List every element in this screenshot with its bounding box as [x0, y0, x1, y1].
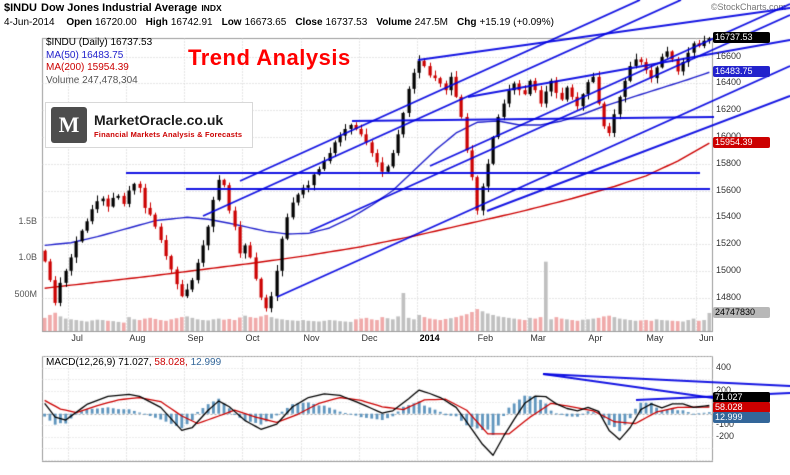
price-axis-tick: 15600	[716, 184, 742, 195]
macd-axis-tick: -200	[716, 430, 735, 441]
quote-field-value: +15.19 (+0.09%)	[479, 17, 554, 28]
month-axis-label: Jun	[699, 333, 714, 343]
legend-ma50: MA(50) 16483.75	[46, 49, 124, 61]
quote-date: 4-Jun-2014	[4, 17, 55, 28]
month-axis-label: Oct	[245, 333, 260, 343]
symbol: $INDU	[4, 2, 38, 14]
macd-hist-value: 12.999	[190, 357, 222, 368]
quote-field-value: 16720.00	[94, 17, 137, 28]
month-axis-label: Dec	[361, 333, 378, 343]
quote-field-value: 247.5M	[414, 17, 449, 28]
legend-series: $INDU (Daily) 16737.53	[46, 37, 153, 48]
quote-field-label: Volume	[376, 17, 412, 28]
macd-line-value: 71.027,	[118, 357, 152, 368]
volume-axis-tick: 1.0B	[18, 252, 37, 262]
price-axis-tick: 14800	[716, 291, 742, 302]
logo-tagline: Financial Markets Analysis & Forecasts	[94, 129, 243, 139]
price-axis-tick: 16200	[716, 104, 742, 115]
logo-name: MarketOracle.co.uk	[94, 111, 224, 128]
legend-volume: Volume 247,478,304	[46, 74, 138, 86]
quote-field-label: Chg	[457, 17, 477, 28]
legend-ma200: MA(200) 15954.39	[46, 62, 129, 73]
marketoracle-logo: M MarketOracle.co.uk Financial Markets A…	[45, 102, 254, 148]
price-axis-tick: 16600	[716, 50, 742, 61]
price-axis-tick: 15400	[716, 211, 742, 222]
macd-axis-value-box: 71.027	[713, 392, 770, 403]
month-axis-label: Sep	[187, 333, 204, 343]
price-axis-tick: 15200	[716, 238, 742, 249]
quote-field-label: Close	[295, 17, 323, 28]
macd-signal-value: 58.028,	[154, 357, 188, 368]
macd-legend: MACD(12,26,9) 71.027, 58.028, 12.999	[46, 357, 221, 368]
macd-label: MACD(12,26,9)	[46, 357, 116, 368]
macd-axis-value-box: 58.028	[713, 402, 770, 413]
quote-field-label: Low	[221, 17, 242, 28]
marketoracle-logo-text: MarketOracle.co.uk Financial Markets Ana…	[94, 112, 242, 139]
quote-field-label: Open	[66, 17, 92, 28]
macd-axis-tick: -100	[716, 419, 735, 430]
symbol-name: Dow Jones Industrial Average	[41, 2, 198, 14]
marketoracle-logo-icon: M	[51, 107, 87, 143]
quote-field-value: 16737.53	[325, 17, 368, 28]
month-axis-label: Jul	[71, 333, 83, 343]
chart-legend: $INDU (Daily) 16737.53 MA(50) 16483.75 M…	[46, 37, 152, 87]
month-axis-label: Apr	[588, 333, 603, 343]
quote-field-value: 16742.91	[170, 17, 213, 28]
month-axis-label: May	[646, 333, 664, 343]
quote-field-value: 16673.65	[244, 17, 287, 28]
exchange: INDX	[201, 3, 222, 13]
volume-axis-tick: 500M	[14, 288, 37, 299]
price-axis-value-box: 15954.39	[713, 137, 770, 149]
macd-axis-tick: 400	[716, 361, 732, 372]
volume-axis-tick: 1.5B	[18, 215, 37, 226]
stockcharts-credit: ©StockCharts.com	[710, 2, 786, 12]
price-axis-tick: 15000	[716, 264, 742, 275]
quote-row: 4-Jun-2014 Open 16720.00 High 16742.91 Low 16…	[4, 17, 554, 28]
price-axis-value-box: 16483.75	[713, 66, 770, 78]
chart-header: $INDU Dow Jones Industrial Average INDX	[4, 2, 222, 14]
price-axis-value-box: 16737.53	[713, 32, 770, 44]
quote-field-label: High	[145, 17, 168, 28]
price-axis-tick: 16000	[716, 131, 742, 141]
price-axis-tick: 16400	[716, 77, 742, 88]
month-axis-label: Mar	[530, 333, 546, 343]
month-axis-label: Feb	[477, 333, 494, 343]
volume-axis-value-box: 24747830	[713, 306, 770, 318]
month-axis-label: Nov	[303, 333, 320, 343]
trend-analysis-title: Trend Analysis	[188, 45, 351, 70]
macd-axis-value-box: 12.999	[713, 412, 770, 423]
macd-axis-tick: 200	[716, 384, 732, 395]
price-axis-tick: 15800	[716, 157, 742, 168]
month-axis-label: 2014	[419, 333, 440, 343]
month-axis-label: Aug	[129, 333, 146, 343]
